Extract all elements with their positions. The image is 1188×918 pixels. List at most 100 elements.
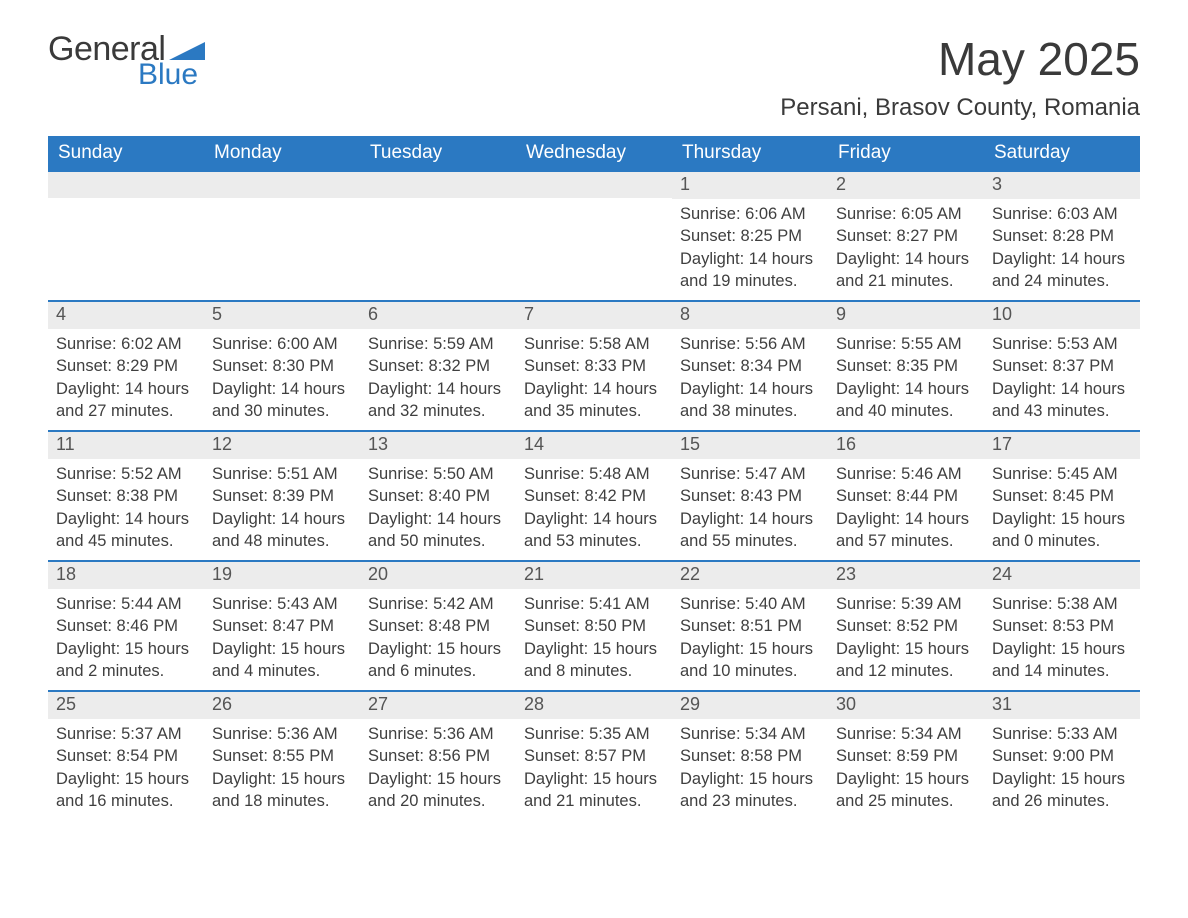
daylight-text: Daylight: 15 hours — [836, 638, 976, 660]
sunset-text: Sunset: 8:47 PM — [212, 615, 352, 637]
daylight-text: Daylight: 15 hours — [368, 638, 508, 660]
daylight-text: and 23 minutes. — [680, 790, 820, 812]
day-cell: 29Sunrise: 5:34 AMSunset: 8:58 PMDayligh… — [672, 690, 828, 820]
day-cell: 15Sunrise: 5:47 AMSunset: 8:43 PMDayligh… — [672, 430, 828, 560]
day-cell — [204, 170, 360, 300]
daylight-text: Daylight: 15 hours — [56, 638, 196, 660]
sunrise-text: Sunrise: 5:35 AM — [524, 723, 664, 745]
day-body: Sunrise: 5:34 AMSunset: 8:58 PMDaylight:… — [672, 719, 828, 816]
sunrise-text: Sunrise: 5:56 AM — [680, 333, 820, 355]
sunset-text: Sunset: 8:54 PM — [56, 745, 196, 767]
sunrise-text: Sunrise: 5:50 AM — [368, 463, 508, 485]
day-body: Sunrise: 5:36 AMSunset: 8:56 PMDaylight:… — [360, 719, 516, 816]
sunrise-text: Sunrise: 5:47 AM — [680, 463, 820, 485]
sunset-text: Sunset: 8:56 PM — [368, 745, 508, 767]
sunrise-text: Sunrise: 5:39 AM — [836, 593, 976, 615]
sunset-text: Sunset: 8:29 PM — [56, 355, 196, 377]
daylight-text: Daylight: 15 hours — [56, 768, 196, 790]
day-body: Sunrise: 5:59 AMSunset: 8:32 PMDaylight:… — [360, 329, 516, 426]
day-body: Sunrise: 5:44 AMSunset: 8:46 PMDaylight:… — [48, 589, 204, 686]
sunrise-text: Sunrise: 6:06 AM — [680, 203, 820, 225]
day-cell: 14Sunrise: 5:48 AMSunset: 8:42 PMDayligh… — [516, 430, 672, 560]
empty-day-bar — [48, 170, 204, 198]
day-body: Sunrise: 5:43 AMSunset: 8:47 PMDaylight:… — [204, 589, 360, 686]
sunrise-text: Sunrise: 5:53 AM — [992, 333, 1132, 355]
sunset-text: Sunset: 8:32 PM — [368, 355, 508, 377]
daylight-text: and 48 minutes. — [212, 530, 352, 552]
daylight-text: Daylight: 14 hours — [992, 378, 1132, 400]
dow-header-row: Sunday Monday Tuesday Wednesday Thursday… — [48, 136, 1140, 170]
daylight-text: and 50 minutes. — [368, 530, 508, 552]
day-number: 17 — [984, 430, 1140, 459]
sunset-text: Sunset: 8:52 PM — [836, 615, 976, 637]
daylight-text: Daylight: 15 hours — [212, 638, 352, 660]
day-number: 18 — [48, 560, 204, 589]
day-cell: 18Sunrise: 5:44 AMSunset: 8:46 PMDayligh… — [48, 560, 204, 690]
daylight-text: Daylight: 15 hours — [524, 768, 664, 790]
day-body: Sunrise: 5:36 AMSunset: 8:55 PMDaylight:… — [204, 719, 360, 816]
daylight-text: Daylight: 15 hours — [836, 768, 976, 790]
dow-tuesday: Tuesday — [360, 136, 516, 170]
daylight-text: and 53 minutes. — [524, 530, 664, 552]
daylight-text: and 16 minutes. — [56, 790, 196, 812]
daylight-text: Daylight: 15 hours — [680, 638, 820, 660]
day-number: 4 — [48, 300, 204, 329]
sunset-text: Sunset: 8:38 PM — [56, 485, 196, 507]
day-number: 21 — [516, 560, 672, 589]
day-body: Sunrise: 5:42 AMSunset: 8:48 PMDaylight:… — [360, 589, 516, 686]
day-body: Sunrise: 6:05 AMSunset: 8:27 PMDaylight:… — [828, 199, 984, 296]
daylight-text: and 43 minutes. — [992, 400, 1132, 422]
daylight-text: Daylight: 14 hours — [56, 378, 196, 400]
day-number: 24 — [984, 560, 1140, 589]
day-cell: 30Sunrise: 5:34 AMSunset: 8:59 PMDayligh… — [828, 690, 984, 820]
dow-monday: Monday — [204, 136, 360, 170]
week-row: 11Sunrise: 5:52 AMSunset: 8:38 PMDayligh… — [48, 430, 1140, 560]
sunrise-text: Sunrise: 5:36 AM — [368, 723, 508, 745]
day-cell: 24Sunrise: 5:38 AMSunset: 8:53 PMDayligh… — [984, 560, 1140, 690]
day-number: 13 — [360, 430, 516, 459]
daylight-text: Daylight: 14 hours — [836, 378, 976, 400]
day-body: Sunrise: 5:35 AMSunset: 8:57 PMDaylight:… — [516, 719, 672, 816]
day-cell: 9Sunrise: 5:55 AMSunset: 8:35 PMDaylight… — [828, 300, 984, 430]
sunrise-text: Sunrise: 5:59 AM — [368, 333, 508, 355]
daylight-text: and 10 minutes. — [680, 660, 820, 682]
calendar: Sunday Monday Tuesday Wednesday Thursday… — [48, 136, 1140, 820]
day-body: Sunrise: 6:06 AMSunset: 8:25 PMDaylight:… — [672, 199, 828, 296]
dow-thursday: Thursday — [672, 136, 828, 170]
daylight-text: Daylight: 14 hours — [680, 248, 820, 270]
location-text: Persani, Brasov County, Romania — [780, 94, 1140, 122]
daylight-text: Daylight: 14 hours — [56, 508, 196, 530]
day-body: Sunrise: 5:39 AMSunset: 8:52 PMDaylight:… — [828, 589, 984, 686]
sunrise-text: Sunrise: 5:40 AM — [680, 593, 820, 615]
day-body: Sunrise: 5:51 AMSunset: 8:39 PMDaylight:… — [204, 459, 360, 556]
day-number: 23 — [828, 560, 984, 589]
empty-day-bar — [204, 170, 360, 198]
day-number: 12 — [204, 430, 360, 459]
sunset-text: Sunset: 8:42 PM — [524, 485, 664, 507]
day-number: 27 — [360, 690, 516, 719]
day-body: Sunrise: 5:48 AMSunset: 8:42 PMDaylight:… — [516, 459, 672, 556]
day-number: 26 — [204, 690, 360, 719]
sunrise-text: Sunrise: 5:45 AM — [992, 463, 1132, 485]
daylight-text: and 55 minutes. — [680, 530, 820, 552]
daylight-text: Daylight: 14 hours — [212, 378, 352, 400]
logo-word-blue: Blue — [138, 60, 205, 90]
daylight-text: and 24 minutes. — [992, 270, 1132, 292]
sunrise-text: Sunrise: 5:55 AM — [836, 333, 976, 355]
daylight-text: Daylight: 14 hours — [836, 508, 976, 530]
sunset-text: Sunset: 9:00 PM — [992, 745, 1132, 767]
sunrise-text: Sunrise: 5:33 AM — [992, 723, 1132, 745]
day-body: Sunrise: 5:46 AMSunset: 8:44 PMDaylight:… — [828, 459, 984, 556]
daylight-text: Daylight: 15 hours — [992, 768, 1132, 790]
sunset-text: Sunset: 8:51 PM — [680, 615, 820, 637]
sunset-text: Sunset: 8:43 PM — [680, 485, 820, 507]
daylight-text: and 35 minutes. — [524, 400, 664, 422]
day-body: Sunrise: 5:50 AMSunset: 8:40 PMDaylight:… — [360, 459, 516, 556]
empty-day-bar — [516, 170, 672, 198]
sunset-text: Sunset: 8:28 PM — [992, 225, 1132, 247]
daylight-text: and 12 minutes. — [836, 660, 976, 682]
sunrise-text: Sunrise: 5:52 AM — [56, 463, 196, 485]
day-cell: 12Sunrise: 5:51 AMSunset: 8:39 PMDayligh… — [204, 430, 360, 560]
daylight-text: Daylight: 15 hours — [680, 768, 820, 790]
brand-logo: General Blue — [48, 32, 205, 90]
